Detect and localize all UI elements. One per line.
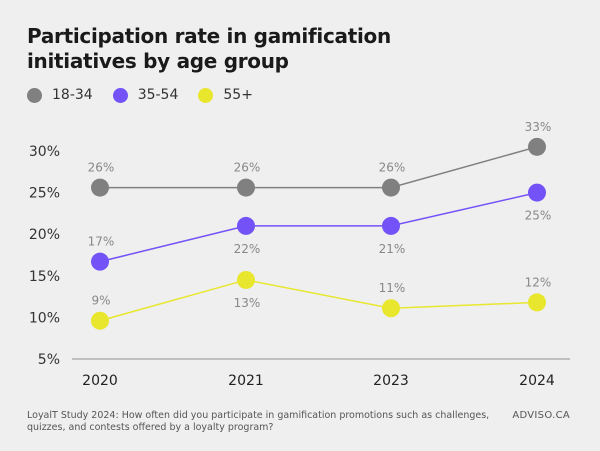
data-point-55+: [528, 293, 546, 312]
y-tick-label: 10%: [29, 310, 60, 326]
brand-label: ADVISO.CA: [512, 410, 570, 421]
data-point-35-54: [382, 216, 400, 235]
x-tick-label: 2024: [519, 373, 555, 389]
data-label: 12%: [525, 275, 552, 289]
data-point-18-34: [528, 137, 546, 156]
x-tick-label: 2020: [82, 373, 118, 389]
y-tick-label: 25%: [29, 186, 60, 202]
data-label: 9%: [91, 294, 110, 308]
data-label: 17%: [88, 235, 115, 249]
source-note: LoyalT Study 2024: How often did you par…: [27, 410, 490, 433]
data-label: 26%: [234, 161, 261, 175]
x-tick-label: 2023: [373, 373, 409, 389]
legend-label: 18-34: [52, 87, 93, 103]
data-point-55+: [382, 299, 400, 318]
y-tick-label: 30%: [29, 144, 60, 160]
data-point-55+: [91, 311, 109, 330]
legend-marker: [198, 87, 214, 103]
series-line-55+: [99, 279, 538, 322]
data-point-18-34: [382, 178, 400, 197]
legend-marker: [27, 87, 42, 103]
data-point-55+: [237, 270, 255, 289]
series-line-35-54: [99, 191, 538, 263]
data-label: 21%: [379, 242, 406, 256]
data-label: 33%: [525, 120, 552, 134]
data-label: 26%: [379, 161, 406, 175]
legend-item-18-34: 18-34: [27, 87, 93, 103]
legend-label: 55+: [223, 87, 253, 103]
y-tick-label: 15%: [29, 269, 60, 285]
legend-item-55-plus: 55+: [198, 87, 253, 103]
data-point-18-34: [237, 178, 255, 197]
series-line-18-34: [100, 146, 538, 189]
legend: 18-34 35-54 55+: [27, 87, 253, 103]
data-label: 25%: [525, 209, 552, 223]
chart-title: Participation rate in gamification initi…: [27, 24, 391, 73]
data-point-18-34: [91, 178, 109, 197]
legend-item-35-54: 35-54: [112, 87, 179, 103]
data-label: 22%: [234, 242, 261, 256]
data-point-35-54: [237, 216, 255, 235]
x-tick-label: 2021: [228, 373, 264, 389]
data-point-35-54: [528, 183, 546, 202]
data-label: 13%: [234, 296, 261, 310]
data-label: 26%: [88, 161, 115, 175]
legend-marker: [112, 87, 128, 103]
data-point-35-54: [91, 252, 109, 271]
y-tick-label: 5%: [38, 352, 60, 368]
y-tick-label: 20%: [29, 227, 60, 243]
legend-label: 35-54: [137, 87, 179, 103]
data-label: 11%: [379, 281, 406, 295]
